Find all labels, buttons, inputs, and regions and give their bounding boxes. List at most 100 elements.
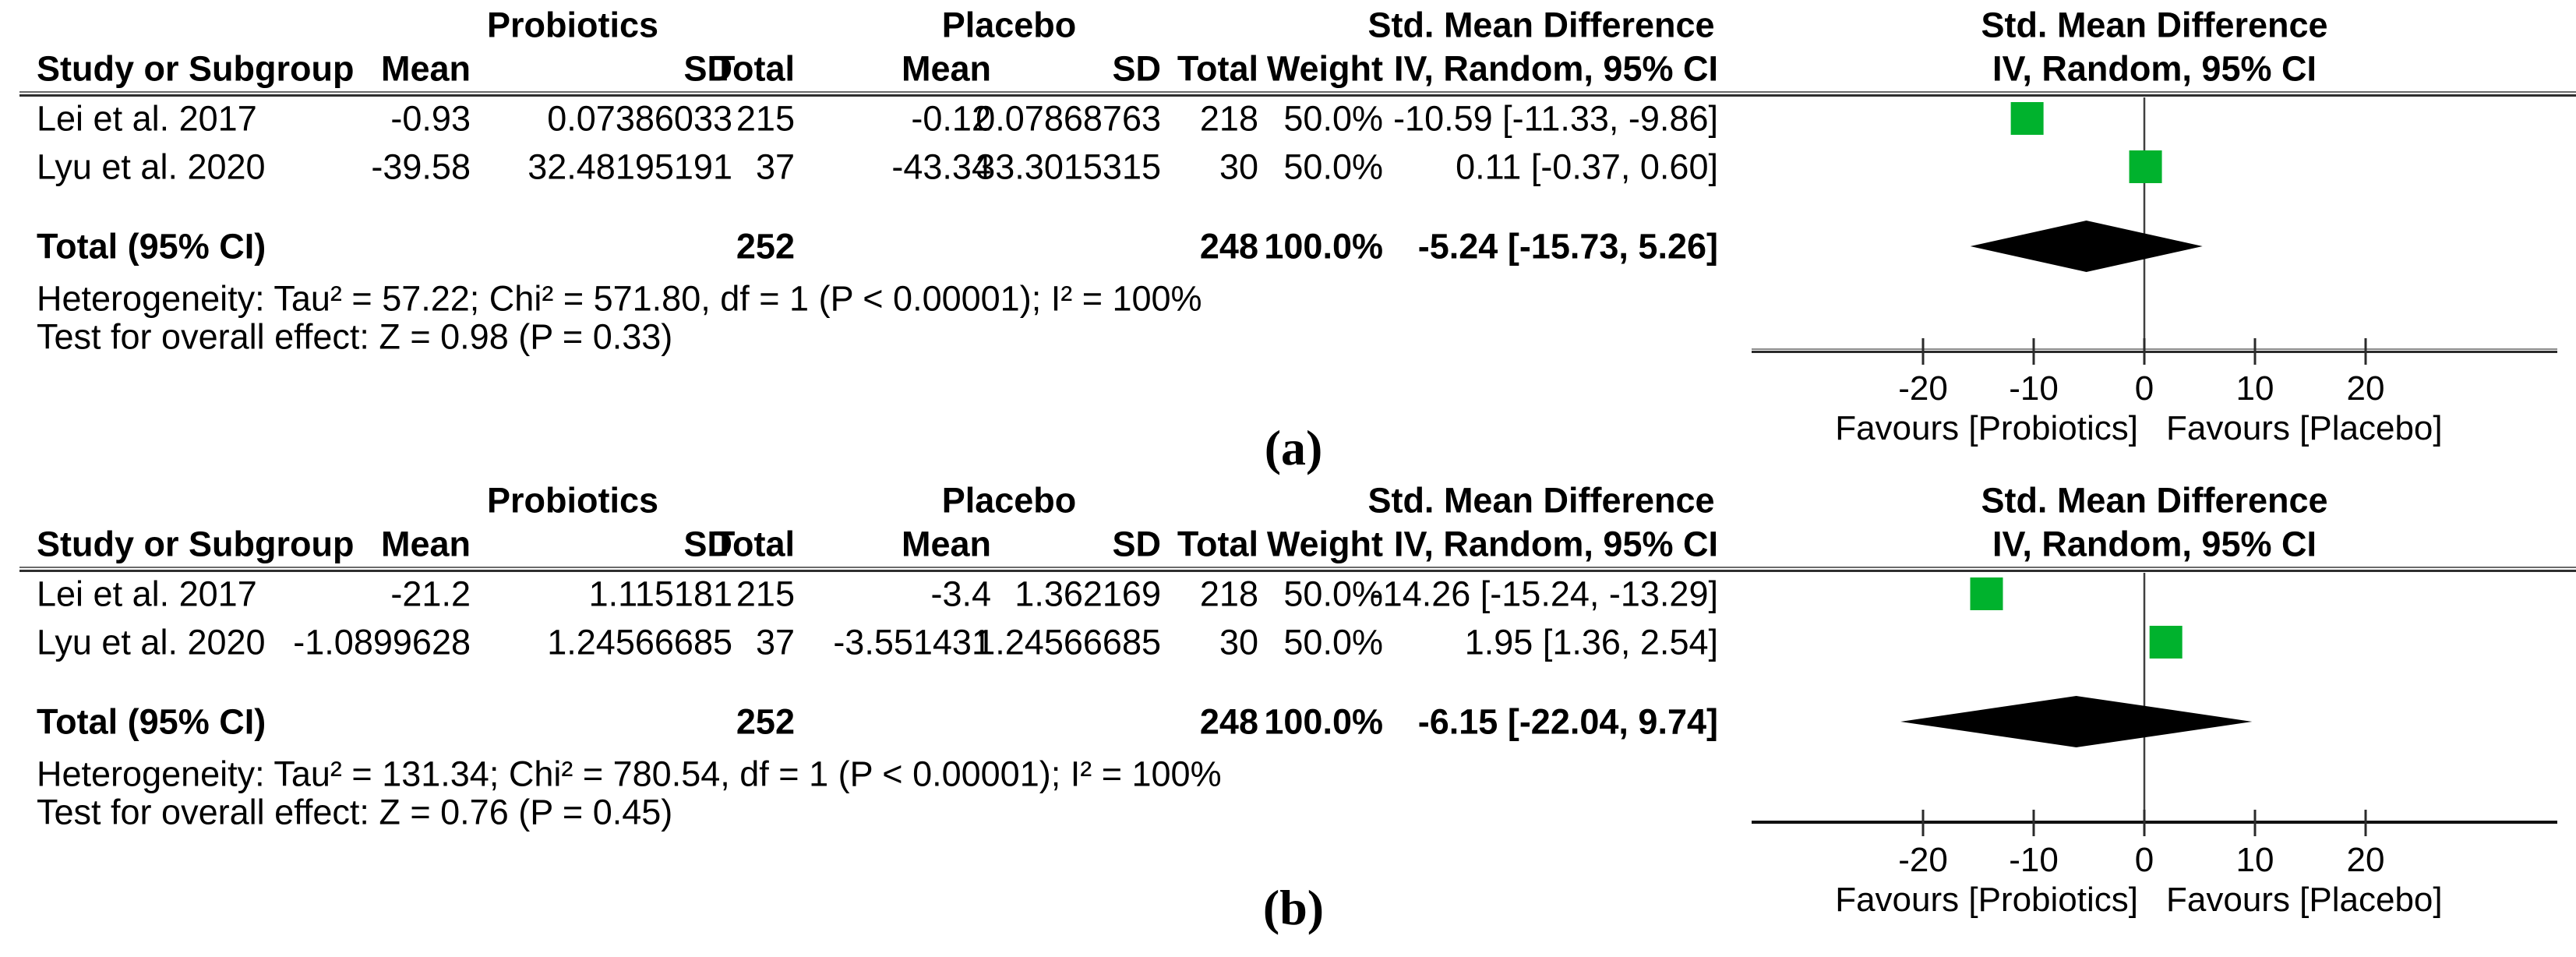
- col-header-ctl-sd: SD: [1112, 524, 1161, 564]
- col-header-ctl-total: Total: [1177, 48, 1258, 89]
- study-ci-text: 0.11 [-0.37, 0.60]: [1456, 147, 1718, 187]
- col-header-exp-total: Total: [713, 524, 795, 564]
- study-ci-text: -14.26 [-15.24, -13.29]: [1371, 574, 1718, 614]
- pooled-diamond: [1970, 221, 2203, 272]
- axis-line: [1752, 821, 2557, 824]
- study-exp-total: 215: [736, 574, 795, 614]
- favours-right-label: Favours [Placebo]: [2166, 409, 2443, 447]
- study-exp-sd: 0.07386033: [547, 98, 732, 139]
- study-ci-text: 1.95 [1.36, 2.54]: [1464, 622, 1718, 662]
- total-ctl-total: 248: [1199, 226, 1258, 267]
- col-header-exp-mean: Mean: [380, 48, 471, 89]
- header-separator: [19, 91, 2576, 97]
- total-ci-text: -5.24 [-15.73, 5.26]: [1417, 226, 1718, 267]
- panel-caption-b: (b): [1262, 880, 1325, 935]
- favours-left-label: Favours [Probiotics]: [1835, 409, 2138, 447]
- axis-tick-label: -10: [2009, 369, 2059, 408]
- col-header-ci: IV, Random, 95% CI: [1394, 524, 1718, 564]
- total-exp-total: 252: [736, 701, 795, 742]
- study-exp-total: 215: [736, 98, 795, 139]
- group-header-plot-effect: Std. Mean Difference: [1981, 480, 2328, 521]
- axis-tick-label: -20: [1898, 369, 1948, 408]
- study-ctl-mean: -43.34: [891, 147, 991, 187]
- axis-tick-label: 0: [2135, 369, 2154, 408]
- favours-left-label: Favours [Probiotics]: [1835, 881, 2138, 919]
- col-header-plot-ci: IV, Random, 95% CI: [1992, 524, 2317, 564]
- study-square-marker: [2149, 626, 2183, 659]
- study-weight: 50.0%: [1283, 622, 1383, 662]
- col-header-ctl-mean: Mean: [901, 48, 991, 89]
- overall-effect-text: Test for overall effect: Z = 0.76 (P = 0…: [37, 792, 673, 832]
- header-separator: [19, 567, 2576, 572]
- col-header-study: Study or Subgroup: [37, 524, 355, 564]
- axis-tick-label: -10: [2009, 841, 2059, 879]
- total-label: Total (95% CI): [37, 226, 266, 267]
- study-name: Lyu et al. 2020: [37, 622, 266, 662]
- study-exp-mean: -39.58: [371, 147, 471, 187]
- study-ctl-mean: -3.551431: [833, 622, 991, 662]
- total-label: Total (95% CI): [37, 701, 266, 742]
- axis-tick-label: 10: [2236, 841, 2274, 879]
- heterogeneity-text: Heterogeneity: Tau² = 57.22; Chi² = 571.…: [37, 278, 1202, 319]
- heterogeneity-text: Heterogeneity: Tau² = 131.34; Chi² = 780…: [37, 754, 1222, 794]
- study-weight: 50.0%: [1283, 574, 1383, 614]
- favours-right-label: Favours [Placebo]: [2166, 881, 2443, 919]
- col-header-exp-total: Total: [713, 48, 795, 89]
- group-header-effect: Std. Mean Difference: [1367, 480, 1715, 521]
- total-weight: 100.0%: [1264, 701, 1383, 742]
- group-header-experimental: Probiotics: [486, 480, 659, 521]
- total-weight: 100.0%: [1264, 226, 1383, 267]
- study-exp-mean: -21.2: [390, 574, 471, 614]
- col-header-study: Study or Subgroup: [37, 48, 355, 89]
- col-header-exp-mean: Mean: [380, 524, 471, 564]
- overall-effect-text: Test for overall effect: Z = 0.98 (P = 0…: [37, 316, 673, 357]
- total-exp-total: 252: [736, 226, 795, 267]
- col-header-weight: Weight: [1266, 48, 1383, 89]
- study-exp-total: 37: [755, 622, 795, 662]
- study-ctl-mean: -3.4: [930, 574, 991, 614]
- col-header-plot-ci: IV, Random, 95% CI: [1992, 48, 2317, 89]
- study-ctl-sd: 1.24566685: [976, 622, 1161, 662]
- col-header-exp-sd: SD: [683, 524, 732, 564]
- study-name: Lyu et al. 2020: [37, 147, 266, 187]
- study-ctl-mean: -0.12: [911, 98, 991, 139]
- study-ctl-sd: 1.362169: [1015, 574, 1161, 614]
- study-exp-total: 37: [755, 147, 795, 187]
- study-ctl-total: 30: [1219, 622, 1258, 662]
- study-ci-text: -10.59 [-11.33, -9.86]: [1393, 98, 1718, 139]
- col-header-ctl-sd: SD: [1112, 48, 1161, 89]
- group-header-experimental: Probiotics: [486, 5, 659, 45]
- study-ctl-total: 30: [1219, 147, 1258, 187]
- study-ctl-total: 218: [1199, 98, 1258, 139]
- panel-caption-a: (a): [1264, 420, 1323, 475]
- col-header-ctl-mean: Mean: [901, 524, 991, 564]
- group-header-control: Placebo: [941, 5, 1077, 45]
- group-header-plot-effect: Std. Mean Difference: [1981, 5, 2328, 45]
- study-square-marker: [2129, 150, 2162, 183]
- axis-tick-label: 0: [2135, 841, 2154, 879]
- study-square-marker: [1970, 577, 2003, 610]
- col-header-ctl-total: Total: [1177, 524, 1258, 564]
- group-header-control: Placebo: [941, 480, 1077, 521]
- col-header-exp-sd: SD: [683, 48, 732, 89]
- study-square-marker: [2010, 102, 2044, 135]
- axis-tick-label: 20: [2347, 841, 2385, 879]
- study-exp-sd: 1.115181: [588, 574, 732, 614]
- total-ci-text: -6.15 [-22.04, 9.74]: [1417, 701, 1718, 742]
- group-header-effect: Std. Mean Difference: [1367, 5, 1715, 45]
- axis-line: [1752, 351, 2557, 353]
- axis-tick-label: 10: [2236, 369, 2274, 408]
- study-ctl-sd: 33.3015315: [976, 147, 1161, 187]
- col-header-weight: Weight: [1266, 524, 1383, 564]
- axis-line: [1752, 348, 2557, 350]
- col-header-ci: IV, Random, 95% CI: [1394, 48, 1718, 89]
- study-exp-mean: -1.0899628: [293, 622, 471, 662]
- axis-tick-label: 20: [2347, 369, 2385, 408]
- pooled-diamond: [1900, 696, 2253, 747]
- study-weight: 50.0%: [1283, 147, 1383, 187]
- axis-tick-label: -20: [1898, 841, 1948, 879]
- study-name: Lei et al. 2017: [37, 574, 257, 614]
- study-ctl-total: 218: [1199, 574, 1258, 614]
- study-name: Lei et al. 2017: [37, 98, 257, 139]
